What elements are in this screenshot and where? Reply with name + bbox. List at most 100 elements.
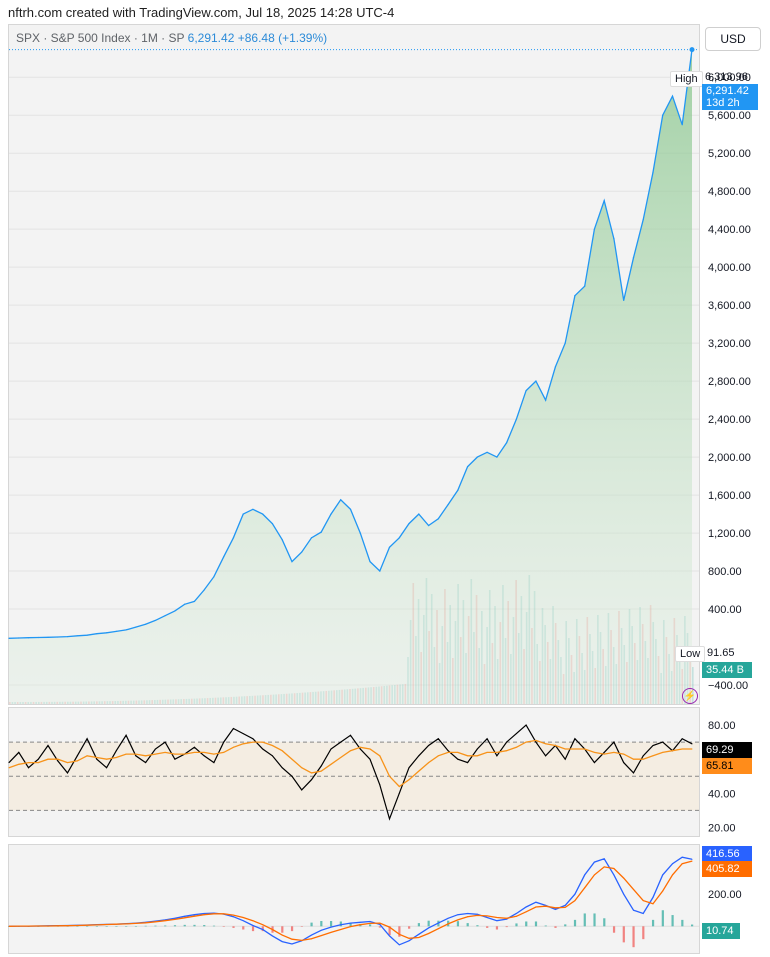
signal-point [379, 922, 381, 924]
macd-point [184, 915, 186, 917]
price-axis-tick: 400.00 [708, 604, 742, 616]
macd-hist-bar [261, 926, 264, 932]
price-point [369, 560, 371, 563]
signal-point [652, 903, 654, 905]
rsi-ma-point [145, 755, 147, 757]
rsi-point [515, 733, 517, 735]
price-point [535, 380, 537, 382]
rsi-point [213, 762, 215, 764]
macd-point [330, 926, 332, 928]
macd-line [8, 856, 693, 946]
macd-point [584, 874, 586, 876]
macd-hist-bar [691, 924, 694, 927]
price-point [574, 295, 576, 297]
macd-hist-bar [95, 926, 99, 927]
rsi-ma-point [174, 753, 176, 755]
macd-point [408, 940, 410, 942]
signal-point [310, 938, 312, 940]
rsi-point [242, 733, 244, 735]
price-point [388, 546, 391, 548]
macd-hist-bar [388, 926, 391, 936]
rsi-ma-point [545, 743, 547, 745]
signal-point [476, 914, 478, 916]
price-point [496, 456, 498, 458]
rsi-point [330, 748, 332, 750]
price-point [613, 238, 615, 240]
price-point [408, 522, 410, 525]
rsi-point [154, 748, 156, 750]
rsi-ma-point [408, 779, 410, 781]
macd-hist-bar [495, 926, 499, 930]
signal-point [125, 923, 127, 925]
price-point [193, 600, 195, 603]
macd-hist-bar [554, 926, 557, 928]
macd-point [525, 906, 527, 908]
price-point [223, 556, 225, 558]
macd-point [671, 863, 673, 865]
rsi-ma-point [340, 756, 342, 758]
macd-point [252, 925, 254, 926]
signal-point [671, 874, 673, 876]
price-axis-tick: 1,200.00 [708, 528, 751, 540]
signal-point [232, 914, 234, 916]
macd-hist-bar [505, 926, 508, 928]
signal-point [28, 925, 30, 927]
signal-point [154, 921, 156, 923]
macd-hist-bar [486, 926, 489, 928]
rsi-ma-point [281, 750, 283, 752]
rsi-ma-point [223, 751, 225, 753]
volume-tag: 35.44 B [702, 662, 752, 678]
histogram-value-tag: 10.74 [702, 923, 740, 939]
price-point [593, 228, 596, 230]
price-point [174, 610, 176, 612]
macd-point [447, 917, 449, 919]
symbol-header: SPX · S&P 500 Index · 1M · SP 6,291.42 +… [16, 31, 327, 45]
macd-hist-bar [212, 925, 216, 927]
price-point [418, 513, 420, 515]
price-point [47, 636, 49, 638]
rsi-ma-point [350, 750, 351, 752]
signal-point [57, 925, 59, 927]
signal-point [691, 860, 693, 862]
price-point [301, 551, 303, 553]
rsi-point [350, 734, 351, 736]
macd-point [486, 916, 488, 918]
lightning-icon[interactable]: ⚡ [682, 688, 698, 704]
price-axis-tick: 4,000.00 [708, 262, 751, 274]
macd-point [623, 893, 625, 895]
rsi-ma-point [642, 758, 644, 760]
price-axis-tick: −400.00 [708, 680, 748, 692]
rsi-point [593, 762, 595, 764]
signal-point [428, 933, 430, 935]
rsi-point [642, 755, 644, 757]
price-axis-tick: 6,000.00 [708, 72, 751, 84]
price-point [340, 499, 342, 501]
signal-point [135, 922, 137, 924]
macd-hist-bar [534, 921, 538, 927]
signal-point [359, 924, 361, 926]
rsi-ma-point [486, 751, 488, 753]
rsi-point [359, 748, 361, 750]
rsi-point [437, 738, 439, 740]
price-point [145, 623, 147, 625]
rsi-ma-point [18, 763, 20, 765]
rsi-ma-point [76, 760, 78, 762]
signal-point [584, 887, 586, 889]
rsi-point [203, 755, 205, 757]
macd-hist-bar [86, 926, 89, 927]
last-price-tag: 6,291.42 13d 2h [702, 84, 758, 110]
macd-hist-bar [66, 926, 69, 927]
signal-point [525, 911, 527, 913]
signal-point [252, 920, 254, 922]
price-point [486, 451, 488, 453]
rsi-point [37, 758, 39, 760]
rsi-ma-point [603, 753, 605, 755]
signal-point [398, 933, 400, 935]
symbol-text: SPX · S&P 500 Index · 1M · SP [16, 31, 185, 45]
macd-point [340, 924, 342, 926]
rsi-ma-point [106, 758, 108, 760]
rsi-value-tag: 69.29 [702, 742, 752, 758]
currency-button[interactable]: USD [705, 27, 761, 51]
rsi-ma-point [8, 767, 10, 769]
price-point [379, 570, 381, 572]
